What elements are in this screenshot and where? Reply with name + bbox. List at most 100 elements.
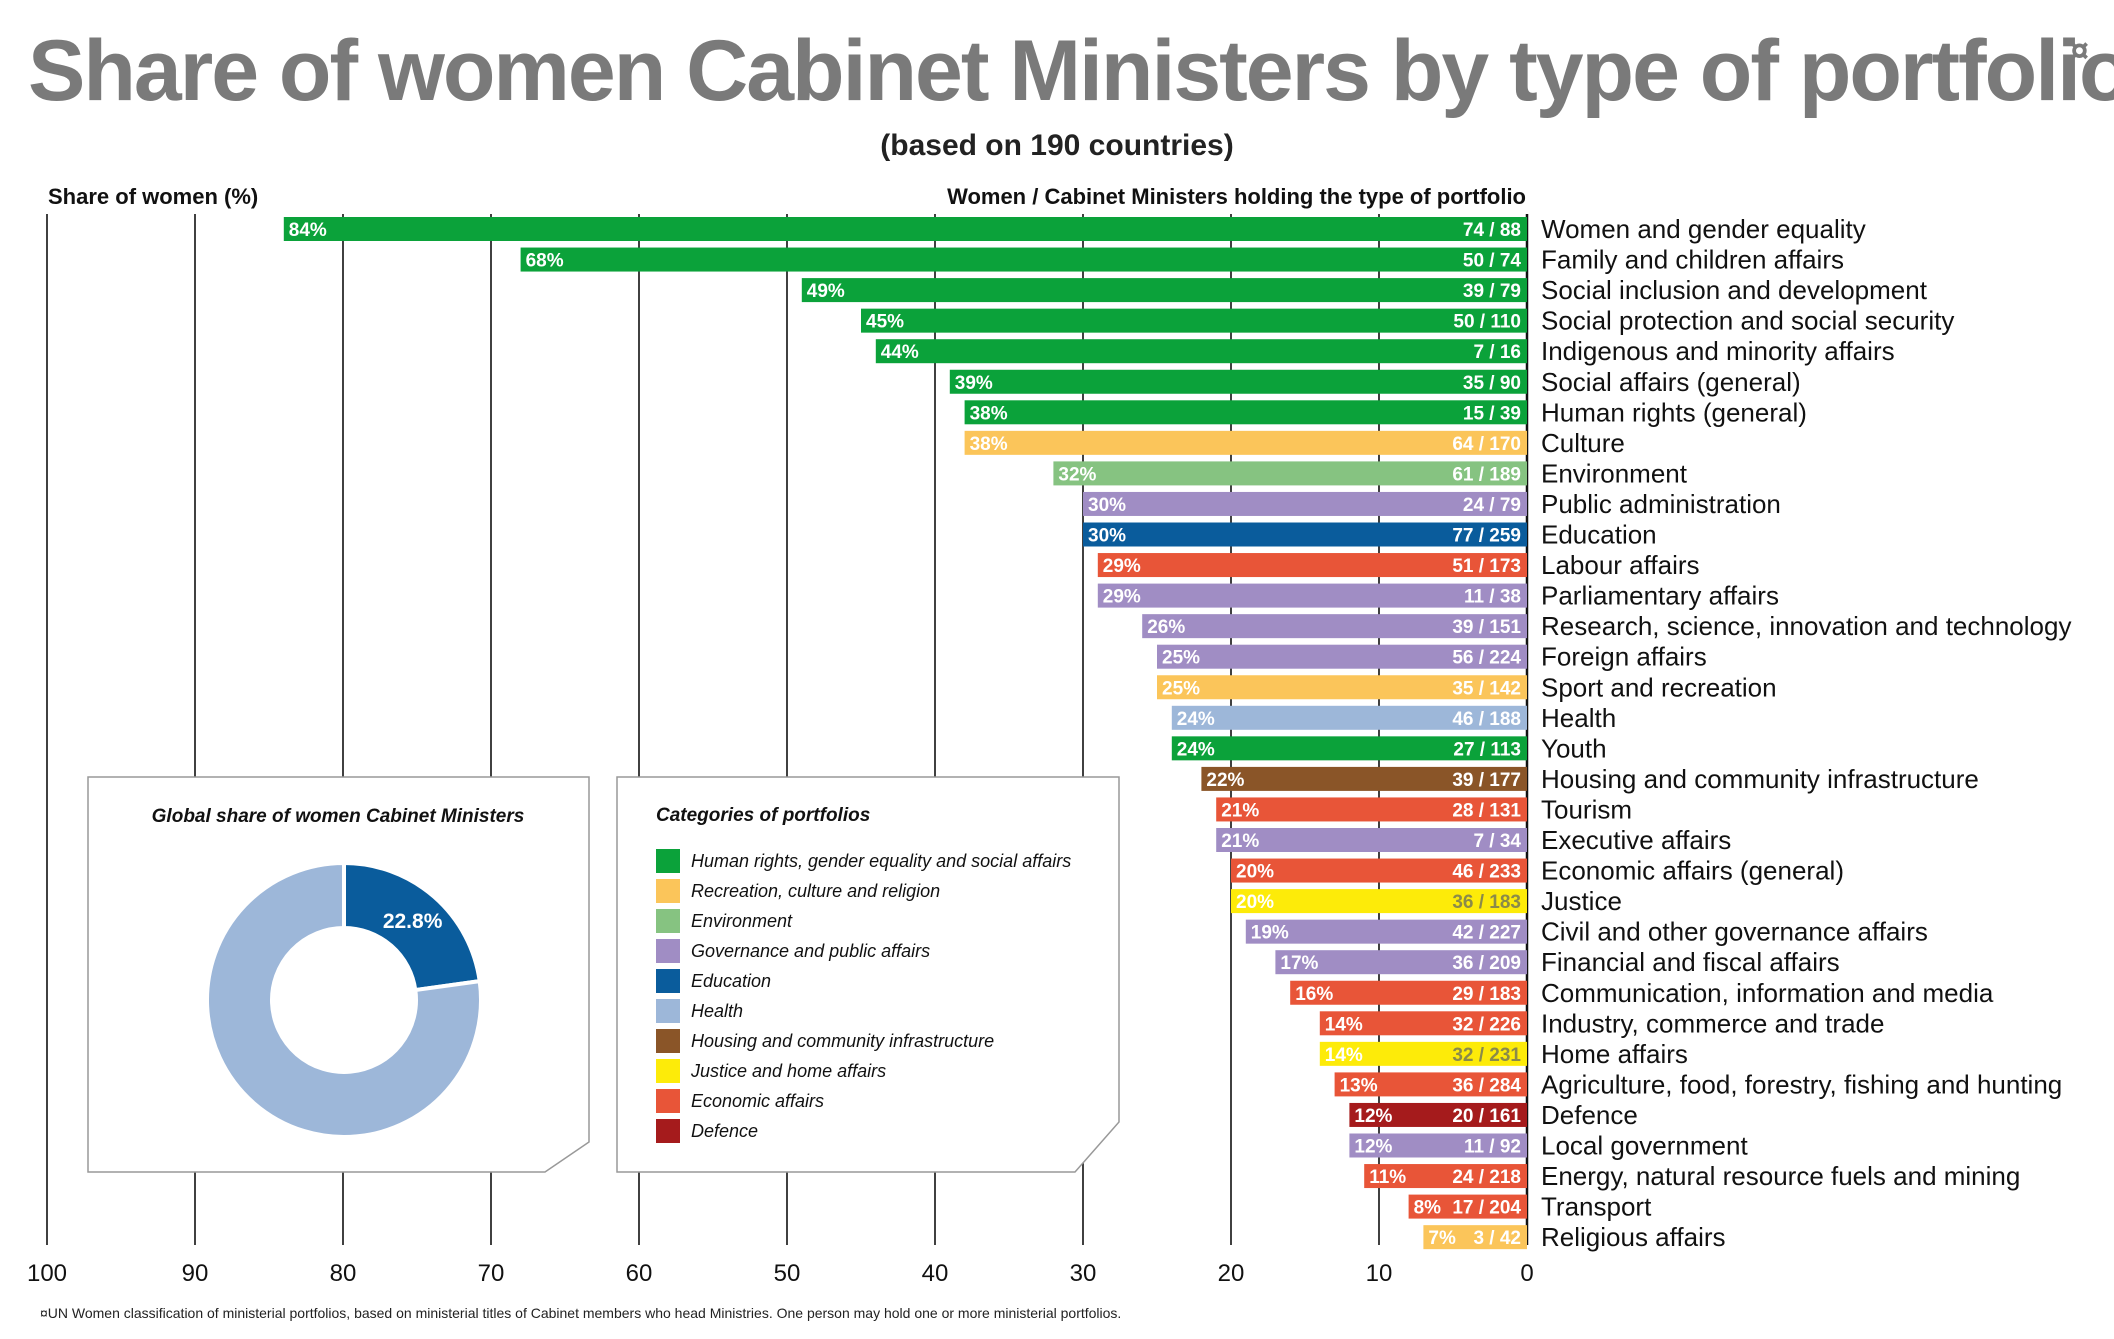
bar (1231, 889, 1527, 914)
bar (283, 217, 1527, 241)
legend-label: Education (691, 971, 771, 991)
x-tick-label: 60 (626, 1260, 653, 1287)
bar-count-label: 56 / 224 (1452, 648, 1521, 669)
category-label: Family and children affairs (1541, 245, 1844, 275)
category-label: Indigenous and minority affairs (1541, 336, 1895, 366)
x-tick-label: 80 (330, 1260, 357, 1287)
bar (1319, 1011, 1527, 1036)
category-label: Research, science, innovation and techno… (1541, 611, 2071, 641)
legend-swatch (656, 1119, 680, 1143)
bar (964, 400, 1527, 425)
bar-count-label: 64 / 170 (1452, 434, 1521, 455)
category-label: Tourism (1541, 794, 1632, 824)
bar-percent-label: 21% (1221, 831, 1259, 852)
bar-count-label: 3 / 42 (1473, 1228, 1521, 1249)
legend-label: Defence (691, 1121, 758, 1141)
bar-count-label: 50 / 110 (1453, 312, 1521, 333)
bar-percent-label: 25% (1162, 678, 1200, 699)
bar-count-label: 7 / 16 (1473, 342, 1521, 363)
category-label: Labour affairs (1541, 550, 1700, 580)
bar-percent-label: 16% (1295, 984, 1333, 1005)
legend-swatch (656, 879, 680, 903)
category-label: Health (1541, 703, 1616, 733)
bar-percent-label: 30% (1088, 526, 1126, 547)
bar-percent-label: 49% (807, 281, 845, 302)
bar (1334, 1072, 1527, 1097)
bar-count-label: 42 / 227 (1452, 923, 1521, 944)
bar-percent-label: 30% (1088, 495, 1126, 516)
legend-label: Health (691, 1001, 743, 1021)
bar-count-label: 32 / 226 (1452, 1014, 1521, 1035)
bar (1157, 644, 1527, 669)
bar-percent-label: 21% (1221, 800, 1259, 821)
category-label: Religious affairs (1541, 1222, 1726, 1252)
bar-percent-label: 68% (526, 251, 564, 272)
category-label: Housing and community infrastructure (1541, 764, 1979, 794)
bar-percent-label: 24% (1177, 739, 1215, 760)
category-label: Women and gender equality (1541, 214, 1866, 244)
category-label: Agriculture, food, forestry, fishing and… (1541, 1069, 2062, 1099)
bar-percent-label: 13% (1340, 1075, 1378, 1096)
legend-panel-frame (616, 776, 1120, 1173)
legend-label: Human rights, gender equality and social… (691, 851, 1071, 871)
bar-percent-label: 38% (970, 403, 1008, 424)
chart-title-mark: ¤ (2070, 32, 2089, 70)
legend-swatch (656, 969, 680, 993)
category-label: Sport and recreation (1541, 672, 1777, 702)
bar-count-label: 36 / 209 (1452, 953, 1521, 974)
bar-count-label: 35 / 90 (1463, 373, 1521, 394)
legend-title: Categories of portfolios (656, 805, 870, 826)
category-label: Communication, information and media (1541, 978, 1994, 1008)
category-label: Education (1541, 520, 1657, 550)
bar-percent-label: 14% (1325, 1045, 1363, 1066)
bar-percent-label: 29% (1103, 587, 1141, 608)
donut-slice (342, 860, 482, 993)
bar-count-label: 50 / 74 (1463, 251, 1522, 272)
legend-swatch (656, 1029, 680, 1053)
donut-title: Global share of women Cabinet Ministers (152, 806, 525, 827)
bar (1408, 1194, 1527, 1219)
bar-percent-label: 29% (1103, 556, 1141, 577)
donut-panel: Global share of women Cabinet Ministers … (87, 776, 590, 1173)
right-axis-title: Women / Cabinet Ministers holding the ty… (947, 184, 1526, 209)
category-label: Foreign affairs (1541, 642, 1707, 672)
bar-percent-label: 20% (1236, 892, 1274, 913)
donut-chart: 22.8% (205, 860, 483, 1139)
bar-count-label: 39 / 79 (1463, 281, 1521, 302)
bar-percent-label: 25% (1162, 648, 1200, 669)
bar-percent-label: 17% (1280, 953, 1318, 974)
x-tick-label: 20 (1218, 1260, 1245, 1287)
bar-count-label: 36 / 284 (1452, 1075, 1521, 1096)
x-tick-label: 50 (774, 1260, 801, 1287)
bar-percent-label: 24% (1177, 709, 1215, 730)
bar-percent-label: 14% (1325, 1014, 1363, 1035)
bar-percent-label: 45% (866, 312, 904, 333)
bar-count-label: 28 / 131 (1452, 800, 1521, 821)
bar-percent-label: 38% (970, 434, 1008, 455)
category-label: Culture (1541, 428, 1625, 458)
bar-count-label: 39 / 177 (1452, 770, 1521, 791)
legend-label: Justice and home affairs (690, 1061, 886, 1081)
bar-percent-label: 44% (881, 342, 919, 363)
bar-count-label: 15 / 39 (1463, 403, 1521, 424)
x-tick-label: 90 (182, 1260, 209, 1287)
category-label: Energy, natural resource fuels and minin… (1541, 1161, 2020, 1191)
bar (1216, 828, 1527, 852)
category-label: Local government (1541, 1131, 1748, 1161)
category-label: Home affairs (1541, 1039, 1688, 1069)
legend-panel: Categories of portfolios Human rights, g… (616, 776, 1120, 1173)
bar (1053, 461, 1527, 486)
bar (964, 430, 1527, 455)
bar (1142, 614, 1527, 639)
bar (1290, 980, 1527, 1005)
bar-count-label: 11 / 38 (1464, 587, 1521, 608)
legend-swatch (656, 1059, 680, 1083)
bar-count-label: 46 / 233 (1452, 862, 1521, 883)
category-label: Youth (1541, 733, 1607, 763)
bar (520, 247, 1527, 272)
bar (1231, 858, 1527, 883)
footnote: ¤UN Women classification of ministerial … (40, 1305, 1121, 1321)
bar (1171, 736, 1527, 761)
bar-percent-label: 22% (1206, 770, 1244, 791)
